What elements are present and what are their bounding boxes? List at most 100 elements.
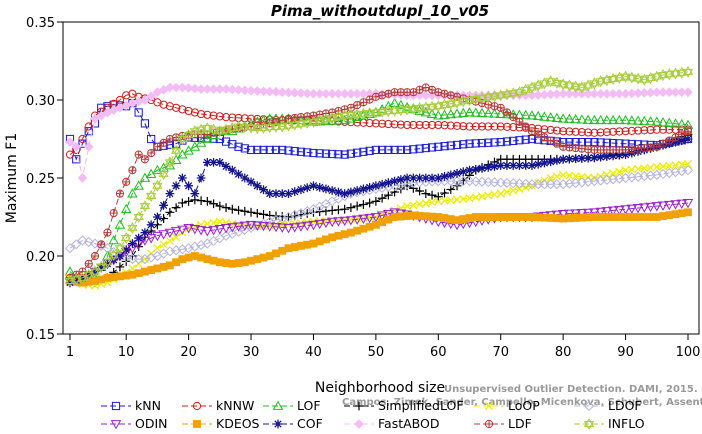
legend-label-fastabod: FastABOD (378, 416, 440, 431)
point-simplifiedlof (415, 186, 424, 196)
point-knn (84, 127, 93, 136)
series-odin (64, 199, 694, 288)
point-simplifiedlof (340, 204, 350, 214)
point-odin (220, 224, 232, 234)
point-simplifiedlof (221, 203, 231, 213)
point-simplifiedlof (177, 198, 187, 208)
point-fastabod (221, 84, 231, 94)
point-odin (676, 199, 688, 210)
point-knnw (165, 102, 174, 111)
point-fastabod (146, 91, 156, 101)
legend-label-lof: LOF (297, 398, 321, 413)
point-inflo (682, 65, 694, 78)
point-simplifiedlof (371, 197, 381, 206)
point-lof (601, 114, 613, 125)
legend-marker-ldf (484, 419, 494, 429)
point-lof (557, 113, 569, 123)
point-odin (214, 225, 226, 235)
point-cof (533, 159, 543, 169)
point-lof (595, 114, 606, 125)
point-knn (72, 155, 81, 164)
point-knnw (502, 122, 512, 131)
point-lof (458, 107, 469, 118)
point-loop (172, 233, 181, 242)
point-cof (521, 161, 531, 170)
legend-item-odin: ODIN (101, 416, 168, 431)
point-odin (364, 213, 375, 224)
point-cof (433, 173, 443, 183)
point-inflo (576, 81, 588, 94)
point-cof (365, 182, 375, 192)
point-fastabod (65, 137, 75, 147)
point-knn (509, 136, 518, 145)
point-cof (246, 177, 256, 187)
point-knnw (446, 121, 455, 130)
point-simplifiedlof (440, 188, 449, 198)
point-lof (639, 115, 650, 126)
point-loop (615, 167, 624, 176)
point-ldf (502, 108, 512, 117)
point-knnw (596, 128, 605, 137)
point-cof (196, 173, 206, 183)
point-simplifiedlof (390, 187, 400, 197)
point-inflo (102, 256, 113, 269)
point-lof (114, 219, 126, 229)
point-cof (440, 172, 449, 181)
point-ldf (97, 240, 106, 249)
point-cof (415, 173, 424, 183)
point-fastabod (289, 87, 300, 98)
x-tick-label: 50 (368, 345, 385, 360)
point-knn (290, 147, 299, 156)
point-ldof (77, 235, 88, 246)
point-odin (601, 207, 613, 217)
point-lof (564, 113, 575, 123)
point-lof (520, 109, 531, 120)
point-cof (477, 163, 487, 173)
point-lof (476, 107, 488, 118)
point-odin (682, 199, 694, 209)
series-line-lof (69, 102, 689, 284)
point-cof (202, 158, 212, 167)
legend-label-knnw: kNNW (216, 398, 254, 413)
point-cof (577, 153, 587, 163)
point-odin (664, 200, 675, 211)
point-knn (496, 138, 505, 147)
point-odin (164, 228, 176, 239)
point-cof (446, 170, 456, 180)
legend-marker-knnw (192, 401, 202, 411)
point-cof (352, 186, 362, 195)
point-lof (395, 99, 407, 110)
x-axis-label: Neighborhood size (315, 380, 445, 396)
point-cof (502, 161, 512, 170)
y-tick-label: 0.15 (26, 328, 55, 343)
point-cof (377, 179, 387, 189)
y-tick-label: 0.35 (26, 16, 55, 31)
point-knnw (552, 126, 562, 135)
point-inflo (114, 242, 126, 255)
point-knnw (477, 122, 487, 131)
point-knn (471, 139, 480, 148)
point-knnw (627, 126, 636, 135)
legend-marker-ldof (583, 400, 595, 412)
point-fastabod (271, 87, 281, 97)
legend-item-kdeos: KDEOS (182, 416, 260, 431)
point-lof (495, 108, 506, 118)
point-cof (184, 181, 194, 191)
point-knn (465, 139, 474, 148)
legend-label-ldf: LDF (508, 416, 532, 431)
point-odin (589, 208, 600, 218)
point-ldf (153, 142, 162, 151)
point-odin (295, 222, 307, 232)
point-knn (515, 136, 524, 145)
point-cof (334, 187, 343, 197)
point-cof (508, 161, 518, 170)
x-tick-label: 20 (180, 345, 197, 360)
point-knn (502, 137, 512, 146)
point-cof (152, 212, 162, 222)
point-odin (614, 205, 625, 216)
point-odin (276, 223, 288, 233)
point-lof (551, 112, 563, 122)
point-cof (190, 189, 200, 198)
point-knnw (184, 106, 193, 116)
point-ldof (195, 239, 207, 251)
